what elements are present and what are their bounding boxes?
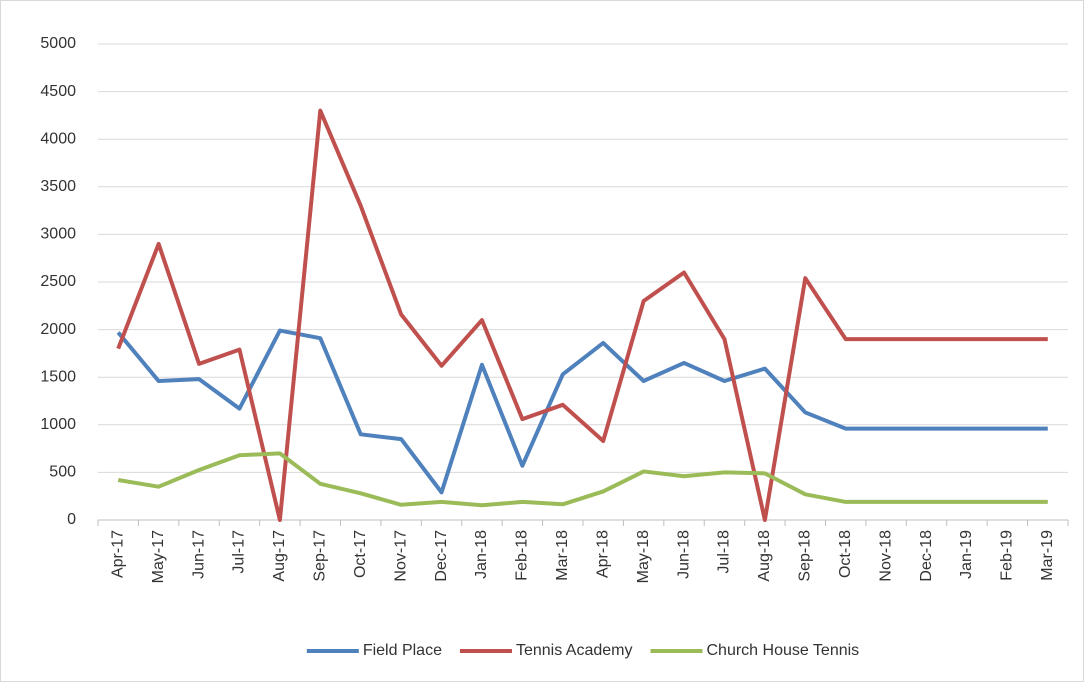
y-tick-label: 2500 [40, 273, 76, 290]
legend-label: Tennis Academy [516, 642, 633, 659]
x-tick-label: Jun-18 [675, 530, 692, 579]
x-tick-label: May-18 [635, 530, 652, 583]
legend-label: Field Place [363, 642, 442, 659]
x-tick-label: Nov-18 [877, 530, 894, 582]
x-tick-label: Feb-19 [999, 530, 1016, 581]
x-tick-label: Sep-18 [797, 530, 814, 582]
x-tick-label: Jul-17 [231, 530, 248, 574]
series-line [116, 108, 1048, 522]
x-tick-label: Mar-19 [1039, 530, 1056, 581]
y-tick-label: 2000 [40, 321, 76, 338]
x-tick-label: Oct-18 [837, 530, 854, 578]
x-tick-label: Mar-18 [554, 530, 571, 581]
x-tick-label: Apr-18 [594, 530, 611, 578]
y-tick-label: 3500 [40, 178, 76, 195]
y-tick-label: 1500 [40, 368, 76, 385]
series-line [116, 328, 1048, 495]
y-tick-label: 3000 [40, 226, 76, 243]
x-tick-label: Jan-18 [473, 530, 490, 579]
y-tick-label: 4000 [40, 130, 76, 147]
x-tick-label: Sep-17 [312, 530, 329, 582]
x-tick-label: Dec-17 [433, 530, 450, 582]
x-tick-label: Jun-17 [190, 530, 207, 579]
x-tick-label: Dec-18 [918, 530, 935, 582]
legend-label: Church House Tennis [706, 642, 859, 659]
y-tick-label: 0 [67, 511, 76, 528]
x-tick-label: May-17 [150, 530, 167, 583]
x-tick-label: Jul-18 [716, 530, 733, 574]
x-tick-label: Nov-17 [392, 530, 409, 582]
x-tick-label: Feb-18 [514, 530, 531, 581]
x-tick-label: Aug-17 [271, 530, 288, 582]
y-tick-label: 5000 [40, 35, 76, 52]
x-tick-label: Aug-18 [756, 530, 773, 582]
y-tick-label: 1000 [40, 416, 76, 433]
x-tick-label: Apr-17 [109, 530, 126, 578]
x-tick-label: Jan-19 [958, 530, 975, 579]
y-tick-label: 500 [49, 464, 76, 481]
x-tick-label: Oct-17 [352, 530, 369, 578]
series-line [117, 451, 1048, 508]
y-tick-label: 4500 [40, 83, 76, 100]
